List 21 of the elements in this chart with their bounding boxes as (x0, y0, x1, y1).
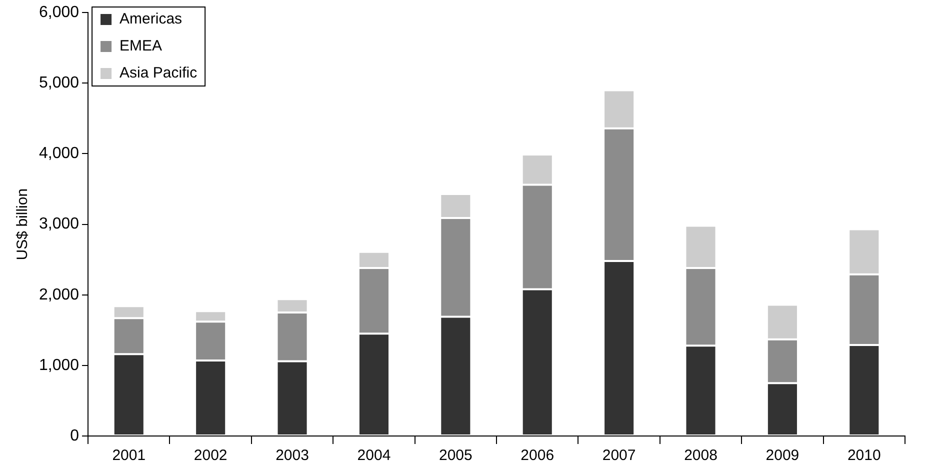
legend-label: Americas (120, 10, 182, 28)
x-tick-label: 2007 (602, 447, 636, 464)
y-tick-label: 2,000 (38, 286, 80, 304)
x-tick-label: 2002 (194, 447, 228, 464)
x-tick-label: 2005 (438, 447, 472, 464)
y-axis-title: US$ billion (14, 188, 32, 260)
y-tick-label: 6,000 (38, 4, 80, 22)
legend-label: EMEA (120, 38, 162, 55)
x-tick-label: 2001 (112, 447, 146, 464)
x-tick-label: 2006 (520, 447, 554, 464)
legend-label: Asia Pacific (120, 64, 198, 82)
x-tick-label: 2010 (847, 447, 881, 464)
y-tick-label: 4,000 (38, 145, 80, 162)
y-tick-label: 1,000 (38, 356, 80, 374)
x-tick-label: 2009 (766, 447, 800, 464)
x-tick-label: 2003 (276, 447, 309, 464)
x-tick-label: 2008 (684, 447, 718, 464)
y-tick-label: 5,000 (38, 74, 80, 92)
x-tick-label: 2004 (357, 447, 391, 464)
y-tick-label: 3,000 (38, 216, 80, 233)
y-tick-label: 0 (70, 427, 80, 444)
